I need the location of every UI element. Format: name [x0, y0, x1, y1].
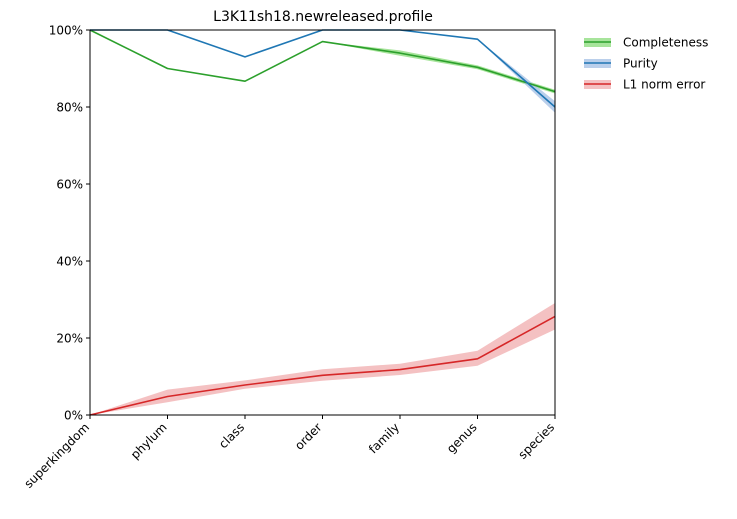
x-tick-label: superkingdom	[21, 420, 92, 491]
x-tick-label: order	[292, 420, 325, 453]
y-tick-label: 20%	[56, 332, 83, 346]
x-tick-label: species	[516, 420, 558, 462]
series-line-0	[90, 30, 555, 92]
x-tick-label: family	[366, 420, 402, 456]
band-0	[90, 30, 555, 94]
legend-label: Purity	[623, 57, 658, 71]
y-tick-label: 60%	[56, 178, 83, 192]
x-tick-label: genus	[444, 420, 480, 456]
y-tick-label: 40%	[56, 255, 83, 269]
y-tick-label: 100%	[49, 24, 83, 38]
y-axis: 0% 20% 40% 60% 80% 100%	[49, 24, 90, 423]
x-tick-label: class	[216, 420, 247, 451]
legend-label: L1 norm error	[623, 78, 705, 92]
y-tick-label: 0%	[64, 409, 83, 423]
confidence-bands	[90, 30, 555, 415]
legend-label: Completeness	[623, 36, 708, 50]
chart-title: L3K11sh18.newreleased.profile	[213, 9, 433, 25]
x-tick-label: phylum	[128, 420, 170, 462]
y-tick-label: 80%	[56, 101, 83, 115]
legend: Completeness Purity L1 norm error	[584, 36, 708, 92]
